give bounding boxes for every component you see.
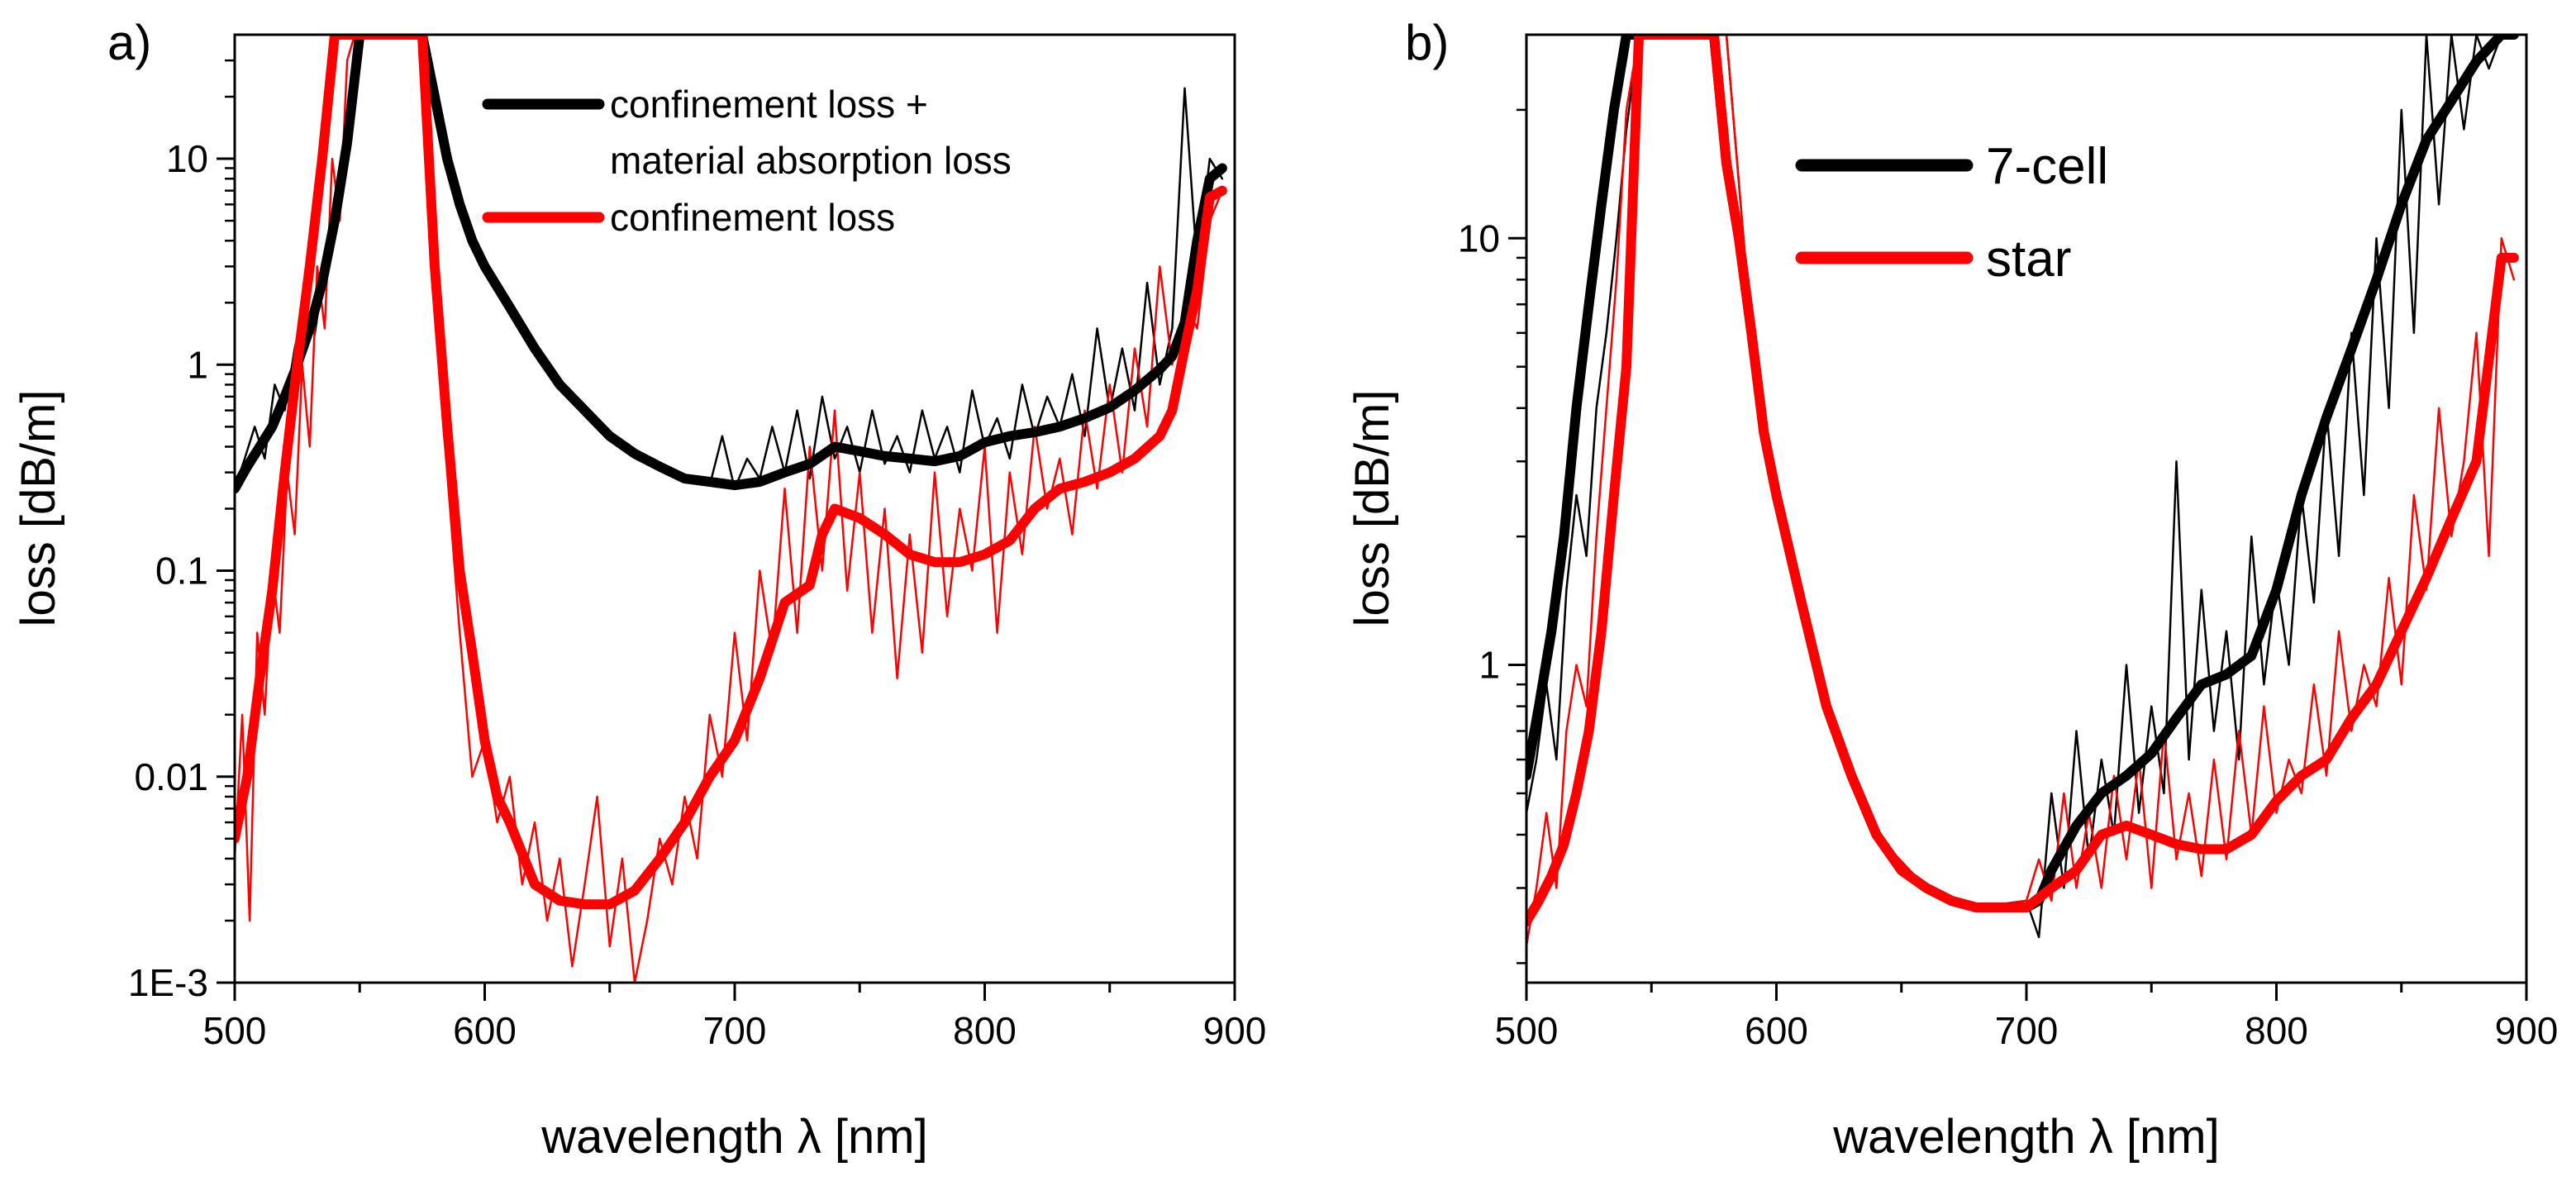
series-layer-b bbox=[1526, 35, 2519, 947]
series-line-b-1 bbox=[1526, 35, 2519, 927]
y-tick-label-a-4: 10 bbox=[166, 137, 208, 180]
y-axis-title-a: loss [dB/m] bbox=[12, 390, 65, 627]
x-axis-title-a: wavelength λ [nm] bbox=[540, 1110, 927, 1164]
x-tick-label-a-2: 700 bbox=[703, 1009, 767, 1052]
series-line-a-0 bbox=[235, 35, 1227, 494]
legend-label-red-line1: confinement loss bbox=[610, 196, 895, 239]
series-layer-a bbox=[235, 35, 1227, 983]
y-tick-label-a-0: 1E-3 bbox=[128, 961, 208, 1004]
tick-layer-b: 500 600 700 800 900 1 10 bbox=[1458, 108, 2559, 1052]
legend-label-black-line1: confinement loss + bbox=[610, 83, 928, 126]
x-axis-title-b: wavelength λ [nm] bbox=[1832, 1110, 2219, 1164]
x-tick-label-a-4: 900 bbox=[1203, 1009, 1267, 1052]
x-tick-label-b-3: 800 bbox=[2245, 1009, 2308, 1052]
panel-a: a) 500 600 700 800 900 1E-3 0.01 0.1 1 10 wavelen… bbox=[12, 15, 1266, 1164]
x-tick-label-a-1: 600 bbox=[453, 1009, 517, 1052]
y-tick-label-a-3: 1 bbox=[187, 343, 208, 386]
y-axis-title-b: loss [dB/m] bbox=[1345, 390, 1399, 627]
x-tick-label-b-4: 900 bbox=[2495, 1009, 2559, 1052]
series-line-a-1 bbox=[235, 35, 1227, 910]
y-tick-label-a-2: 0.1 bbox=[155, 550, 208, 593]
y-tick-label-b-0: 1 bbox=[1478, 644, 1500, 687]
x-tick-label-a-0: 500 bbox=[203, 1009, 267, 1052]
legend-b: 7-cell star bbox=[1795, 138, 2108, 288]
legend-label-star: star bbox=[1986, 231, 2071, 288]
legend-label-black-line2: material absorption loss bbox=[610, 139, 1012, 182]
x-tick-label-b-2: 700 bbox=[1995, 1009, 2059, 1052]
legend-a: confinement loss + material absorption l… bbox=[482, 83, 1012, 239]
legend-label-7-cell: 7-cell bbox=[1986, 138, 2108, 195]
y-tick-label-b-1: 10 bbox=[1458, 217, 1500, 260]
series-line-b-3 bbox=[1526, 35, 2516, 947]
tick-layer-a: 500 600 700 800 900 1E-3 0.01 0.1 1 10 bbox=[128, 59, 1267, 1052]
panel-label-a: a) bbox=[107, 15, 151, 70]
series-line-b-2 bbox=[1526, 35, 2516, 939]
y-tick-label-a-1: 0.01 bbox=[134, 755, 208, 798]
x-tick-label-a-3: 800 bbox=[953, 1009, 1017, 1052]
x-tick-label-b-0: 500 bbox=[1495, 1009, 1559, 1052]
x-tick-label-b-1: 600 bbox=[1745, 1009, 1808, 1052]
panel-label-b: b) bbox=[1405, 15, 1449, 70]
